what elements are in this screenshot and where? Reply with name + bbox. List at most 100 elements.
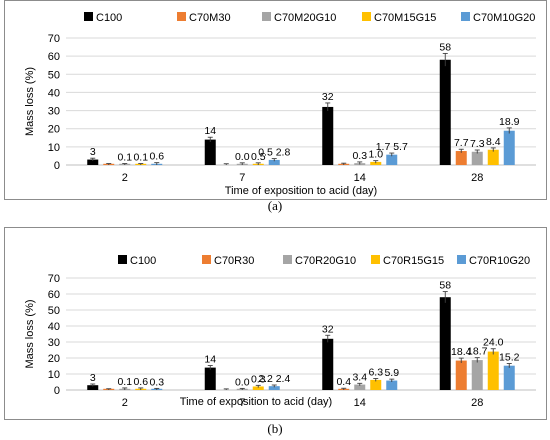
bar-c100-day-14 xyxy=(322,106,334,165)
x-axis-label: Time of exposition to acid (day) xyxy=(180,396,332,408)
panel-caption-b: (b) xyxy=(267,421,283,436)
data-label: 3.4 xyxy=(352,371,367,383)
data-label: 1.7 5.7 xyxy=(376,141,408,153)
x-tick-label: 14 xyxy=(354,172,366,184)
y-tick-label: 40 xyxy=(48,321,60,333)
bar-c70m15g15-day-14 xyxy=(370,161,382,165)
bar-c100-day-7 xyxy=(204,367,216,390)
legend-swatch xyxy=(262,12,271,21)
legend-entry: C70R10G20 xyxy=(469,255,530,267)
bar-c70m30-day-28 xyxy=(455,151,467,165)
data-label: 0.1 xyxy=(117,152,132,164)
data-label: 32 xyxy=(322,91,334,103)
legend-entry: C70M10G20 xyxy=(473,12,535,24)
bar-c70m20g10-day-28 xyxy=(471,151,483,165)
x-tick-label: 7 xyxy=(239,397,245,409)
chart-panel-a: 0 10 20 30 40 50 60 70 Mass loss (%) 3 0.1 0.1 0.6 2 1… xyxy=(0,0,550,213)
data-label: 0.4 xyxy=(336,376,351,388)
legend-swatch xyxy=(118,255,127,264)
y-tick-label: 60 xyxy=(48,289,60,301)
y-tick-label: 70 xyxy=(48,273,60,285)
legend-swatch xyxy=(371,255,380,264)
data-label: 6.3 xyxy=(368,366,383,378)
y-tick-label: 40 xyxy=(48,87,60,99)
bar-c70r20g10-day-28 xyxy=(471,360,483,390)
data-label: 18.7 xyxy=(467,346,488,358)
x-axis-label: Time of exposition to acid (day) xyxy=(225,185,377,197)
y-tick-label: 20 xyxy=(48,353,60,365)
data-label: 18.4 xyxy=(451,346,472,358)
legend-swatch xyxy=(283,255,292,264)
chart-panel-b: 0 10 20 30 40 50 60 70 Mass loss (%) 3 0.1 0.6 0.3 2 1… xyxy=(0,227,550,440)
chart-frame-a xyxy=(4,0,547,200)
y-tick-label: 70 xyxy=(48,33,60,45)
data-label: 3 xyxy=(90,372,96,384)
data-label: 8.4 xyxy=(486,136,501,148)
data-label: 15.2 xyxy=(499,352,520,364)
legend-entry: C70M15G15 xyxy=(374,12,436,24)
y-tick-label: 30 xyxy=(48,337,60,349)
legend-entry: C70R15G15 xyxy=(383,255,444,267)
legend-entry: C70R20G10 xyxy=(295,255,356,267)
y-tick-label: 0 xyxy=(54,160,60,172)
x-tick-label: 7 xyxy=(239,172,245,184)
legend-swatch xyxy=(362,12,371,21)
data-label: 32 xyxy=(322,323,334,335)
legend-entry: C100 xyxy=(96,12,122,24)
y-axis-label: Mass loss (%) xyxy=(24,67,36,136)
data-label: 0.0 xyxy=(235,151,250,163)
data-label: 24.0 xyxy=(483,337,504,349)
bar-c100-day-2 xyxy=(87,159,99,165)
legend-entry: C70M30 xyxy=(189,12,231,24)
bar-c100-day-28 xyxy=(439,59,451,166)
bar-c100-day-2 xyxy=(87,385,99,390)
data-label: 1.0 xyxy=(368,149,383,161)
legend-swatch xyxy=(457,255,466,264)
y-tick-label: 10 xyxy=(48,369,60,381)
x-tick-label: 2 xyxy=(122,172,128,184)
y-tick-label: 0 xyxy=(54,385,60,397)
bar-c70r15g15-day-14 xyxy=(370,379,382,390)
y-tick-label: 20 xyxy=(48,124,60,136)
y-tick-label: 60 xyxy=(48,51,60,63)
bar-c70m10g20-day-28 xyxy=(503,130,515,165)
bar-c70r15g15-day-7 xyxy=(252,386,264,390)
data-label: 0.1 xyxy=(133,152,148,164)
data-label: 0.5 2.8 xyxy=(258,147,290,159)
data-label: 58 xyxy=(439,280,451,292)
data-label: 0.1 xyxy=(117,376,132,388)
y-tick-label: 50 xyxy=(48,69,60,81)
data-label: 0.6 xyxy=(149,151,164,163)
data-label: 7.7 xyxy=(454,137,469,149)
data-label: 58 xyxy=(439,41,451,53)
bar-c70m10g20-day-14 xyxy=(386,154,398,165)
x-tick-label: 28 xyxy=(471,172,483,184)
legend-entry: C100 xyxy=(130,255,156,267)
legend-entry: C70M20G10 xyxy=(274,12,336,24)
panel-caption-a: (a) xyxy=(267,198,283,213)
data-label: 0.3 xyxy=(149,376,164,388)
data-label: 7.3 xyxy=(470,138,485,150)
data-label: 18.9 xyxy=(499,116,520,128)
data-label: 2.2 2.4 xyxy=(258,373,290,385)
y-axis-label: Mass loss (%) xyxy=(24,299,36,368)
legend-swatch xyxy=(177,12,186,21)
x-tick-label: 14 xyxy=(354,397,366,409)
bar-c70r10g20-day-7 xyxy=(268,386,280,390)
data-label: 0.5 xyxy=(251,151,266,163)
bar-c100-day-14 xyxy=(322,338,334,390)
y-tick-label: 50 xyxy=(48,305,60,317)
y-tick-label: 30 xyxy=(48,106,60,118)
y-tick-label: 10 xyxy=(48,142,60,154)
x-tick-label: 2 xyxy=(122,397,128,409)
bar-c70r15g15-day-28 xyxy=(487,351,499,390)
legend-entry: C70R30 xyxy=(214,255,254,267)
bar-c70m10g20-day-7 xyxy=(268,159,280,165)
data-label: 0.3 xyxy=(352,150,367,162)
bar-c70r20g10-day-14 xyxy=(354,384,366,390)
legend-swatch xyxy=(84,12,93,21)
x-tick-label: 28 xyxy=(471,397,483,409)
bar-c70r10g20-day-28 xyxy=(503,365,515,390)
